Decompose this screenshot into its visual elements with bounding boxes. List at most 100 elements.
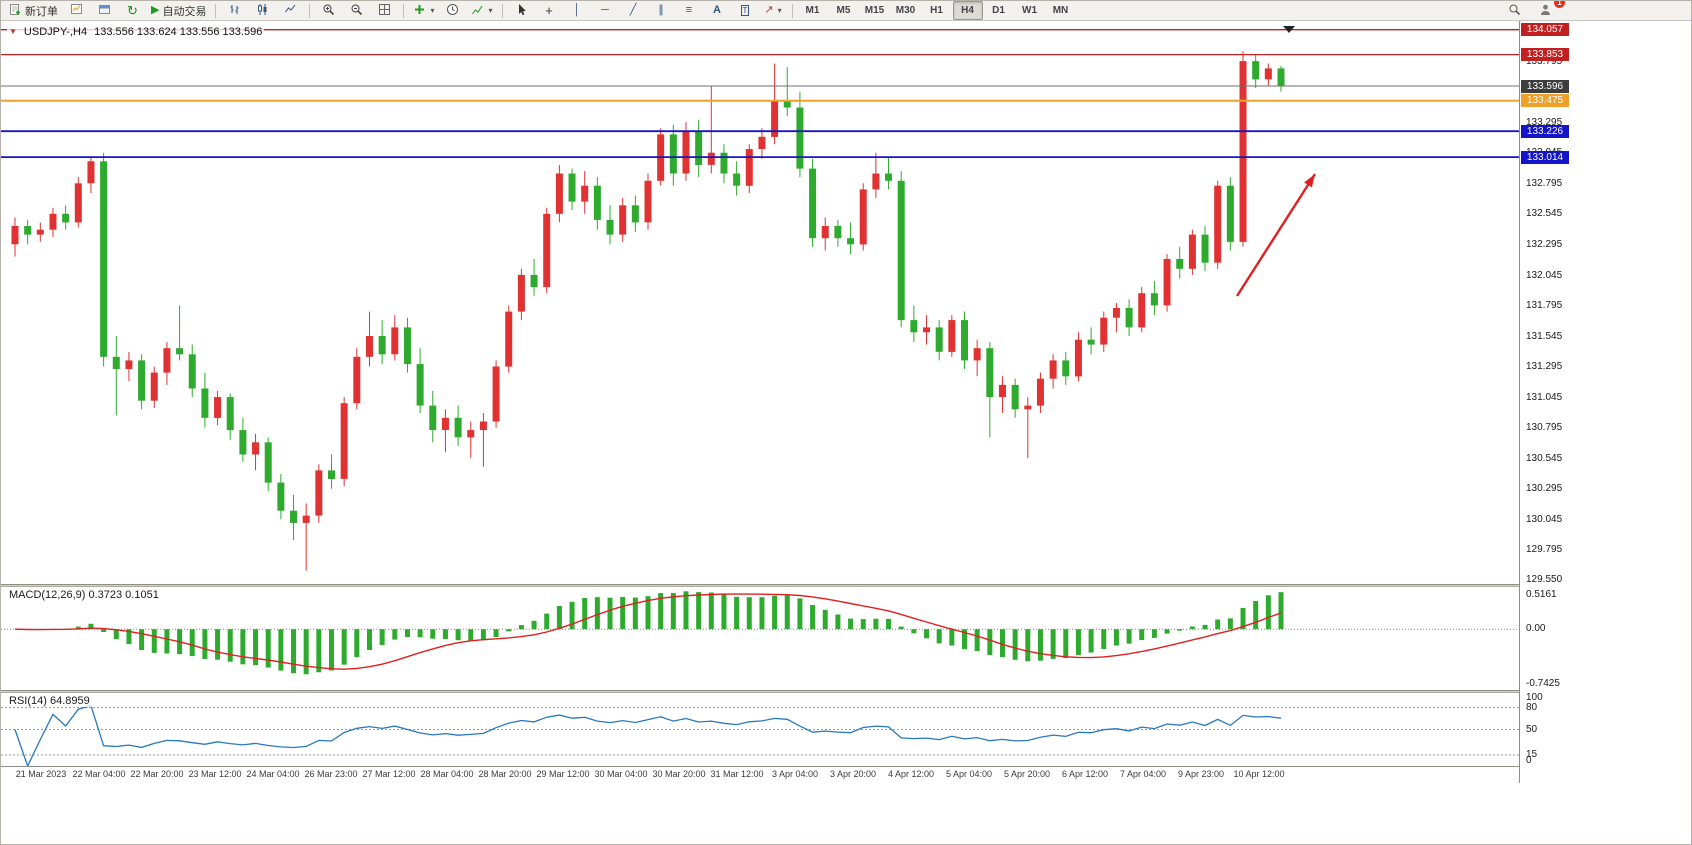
tile-windows-icon: [378, 3, 391, 19]
line-chart-mode-button[interactable]: [277, 1, 304, 20]
candlestick-mode-button[interactable]: [249, 1, 276, 20]
candle-body: [771, 100, 779, 137]
toolbar-separator: [215, 3, 217, 18]
trendline-icon: ╱: [629, 4, 637, 16]
candle-body: [1125, 307, 1133, 328]
candle-body: [74, 183, 82, 223]
profiles-button[interactable]: [91, 1, 118, 20]
channel-tool-button[interactable]: ∥: [648, 1, 675, 20]
timeframe-m15-button[interactable]: M15: [864, 5, 885, 16]
price-level-badge: 133.226: [1521, 124, 1569, 138]
one-click-trading-toggle[interactable]: ▼: [9, 27, 17, 36]
price-tick-label: 131.545: [1526, 330, 1563, 342]
new-order-button[interactable]: 新订单: [5, 1, 62, 20]
toolbar-right-group: 1: [1501, 1, 1689, 20]
time-axis-label: 23 Mar 12:00: [188, 769, 242, 779]
notifications-button[interactable]: 1: [1532, 1, 1565, 20]
trendline-tool-button[interactable]: ╱: [620, 1, 647, 20]
candle-body: [973, 348, 981, 361]
price-tick-label: 133.795: [1526, 55, 1563, 67]
candle-body: [100, 161, 108, 357]
candle-body: [923, 327, 931, 333]
candle-body: [1074, 339, 1082, 377]
price-level-badge: 133.475: [1521, 94, 1569, 108]
time-axis-label: 22 Mar 04:00: [72, 769, 126, 779]
text-label-tool-button[interactable]: T: [732, 1, 759, 20]
candle-body: [745, 149, 753, 186]
auto-trading-button[interactable]: ▶ 自动交易: [147, 1, 210, 20]
time-axis-label: 3 Apr 20:00: [829, 769, 877, 779]
timeframe-h4-button[interactable]: H4: [952, 1, 983, 20]
candle-body: [62, 213, 70, 223]
candle-body: [1163, 259, 1171, 306]
candle-body: [859, 189, 867, 245]
rsi-label: RSI(14): [9, 695, 47, 707]
rsi-pane: RSI(14) 64.8959: [1, 693, 1519, 766]
zoom-out-button[interactable]: [343, 1, 370, 20]
timeframe-mn-button[interactable]: MN: [1052, 5, 1069, 16]
rsi-axis-label: 50: [1526, 723, 1538, 735]
macd-canvas[interactable]: [1, 587, 1519, 690]
toolbar-separator: [403, 3, 405, 18]
candle-body: [1176, 259, 1184, 269]
rsi-canvas[interactable]: [1, 693, 1519, 766]
pane-separator[interactable]: [1, 690, 1579, 693]
price-axis[interactable]: 133.795133.295133.045132.795132.545132.2…: [1520, 21, 1691, 783]
timeframe-m5-button[interactable]: M5: [836, 5, 851, 16]
new-window-button[interactable]: ▾: [409, 1, 438, 20]
history-center-button[interactable]: [439, 1, 466, 20]
vertical-line-tool-button[interactable]: │: [564, 1, 591, 20]
candle-body: [36, 229, 44, 235]
timeframe-m30-button[interactable]: M30: [895, 5, 916, 16]
price-tick-label: 132.545: [1526, 208, 1563, 220]
pane-separator[interactable]: [1, 584, 1579, 587]
chart-shift-marker[interactable]: [1283, 26, 1295, 33]
time-axis-label: 30 Mar 20:00: [652, 769, 706, 779]
price-tick-label: 132.295: [1526, 238, 1563, 250]
candle-body: [1201, 234, 1209, 263]
cursor-tool-button[interactable]: [508, 1, 535, 20]
trend-arrow-annotation[interactable]: [1235, 173, 1317, 297]
chart-canvas[interactable]: [1, 22, 1519, 584]
candle-body: [593, 185, 601, 220]
crosshair-tool-button[interactable]: +: [536, 1, 563, 20]
zoom-in-button[interactable]: [315, 1, 342, 20]
text-tool-button[interactable]: A: [704, 1, 731, 20]
price-tick-label: 129.550: [1526, 574, 1563, 586]
search-button[interactable]: [1501, 1, 1528, 20]
text-label-icon: T: [740, 5, 750, 16]
price-level-badge: 133.596: [1521, 79, 1569, 93]
refresh-button[interactable]: ↻: [119, 1, 146, 20]
fibonacci-tool-button[interactable]: ≡: [676, 1, 703, 20]
candle-body: [492, 366, 500, 422]
candle-body: [214, 397, 222, 418]
candle-body: [264, 442, 272, 483]
arrows-tool-button[interactable]: ↗ ▾: [760, 1, 787, 20]
play-icon: ▶: [151, 4, 160, 16]
vertical-line-icon: │: [573, 4, 581, 16]
add-indicator-button[interactable]: ▾: [467, 1, 496, 20]
timeframe-d1-button[interactable]: D1: [992, 5, 1005, 16]
bar-chart-mode-button[interactable]: [221, 1, 248, 20]
tile-windows-button[interactable]: [371, 1, 398, 20]
candle-body: [948, 320, 956, 352]
new-chart-button[interactable]: [63, 1, 90, 20]
time-axis[interactable]: 21 Mar 2023 22 Mar 04:00 22 Mar 20:00 23 Ma…: [1, 767, 1519, 783]
timeframe-w1-button[interactable]: W1: [1022, 5, 1037, 16]
timeframe-h1-button[interactable]: H1: [930, 5, 943, 16]
candle-body: [277, 482, 285, 511]
toolbar-separator: [501, 3, 503, 18]
time-axis-label: 21 Mar 2023: [15, 769, 67, 779]
candle-body: [252, 442, 260, 455]
toolbar-separator: [791, 3, 793, 18]
macd-axis-label: 0.5161: [1526, 589, 1557, 600]
candle-body: [150, 372, 158, 401]
timeframe-m1-button[interactable]: M1: [805, 5, 820, 16]
rsi-value: 64.8959: [49, 695, 90, 707]
rsi-axis-label: 0: [1526, 755, 1532, 766]
horizontal-line-tool-button[interactable]: ─: [592, 1, 619, 20]
candle-body: [986, 348, 994, 398]
chart-bottom-border: [1, 766, 1579, 767]
candle-body: [1087, 339, 1095, 345]
